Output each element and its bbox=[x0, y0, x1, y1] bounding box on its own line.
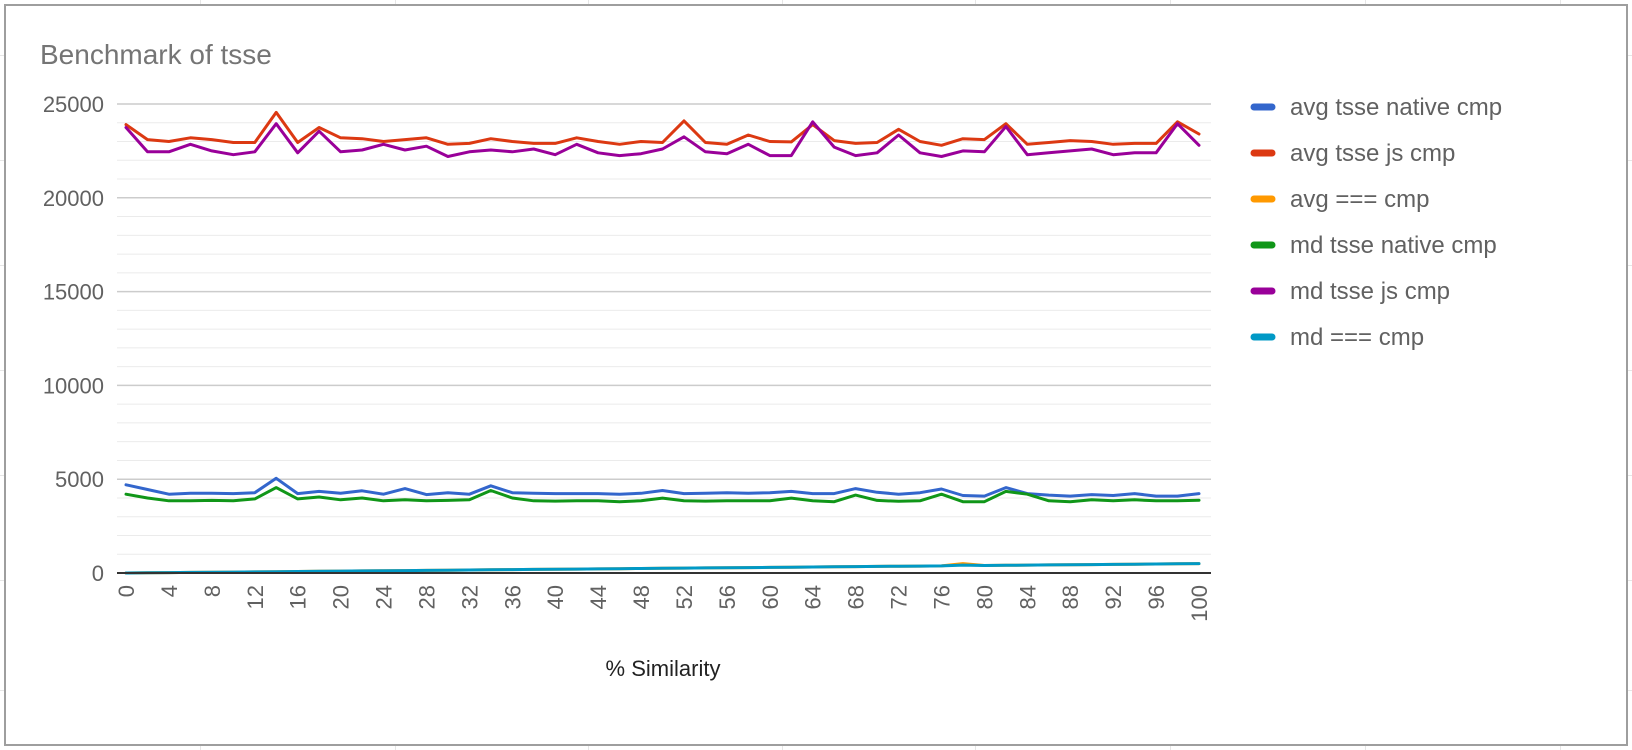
x-tick-label: 16 bbox=[286, 585, 311, 609]
x-tick-label: 100 bbox=[1187, 585, 1212, 622]
x-tick-label: 80 bbox=[972, 585, 997, 609]
x-tick-label: 44 bbox=[586, 585, 611, 609]
legend-label[interactable]: md === cmp bbox=[1290, 324, 1424, 351]
y-tick-label: 25000 bbox=[43, 92, 104, 117]
y-tick-label: 10000 bbox=[43, 373, 104, 398]
x-tick-label: 68 bbox=[844, 585, 869, 609]
series-line-md-cmp[interactable] bbox=[124, 562, 1201, 575]
x-tick-label: 4 bbox=[157, 585, 182, 597]
y-tick-label: 15000 bbox=[43, 280, 104, 305]
legend-label[interactable]: avg tsse native cmp bbox=[1290, 94, 1502, 121]
x-tick-label: 8 bbox=[200, 585, 225, 597]
x-tick-label: 96 bbox=[1144, 585, 1169, 609]
legend-label[interactable]: avg tsse js cmp bbox=[1290, 140, 1455, 167]
x-tick-label: 48 bbox=[629, 585, 654, 609]
x-tick-label: 0 bbox=[114, 585, 139, 597]
x-tick-label: 88 bbox=[1058, 585, 1083, 609]
x-tick-label: 92 bbox=[1101, 585, 1126, 609]
series-line-avg-tsse-js-cmp[interactable] bbox=[124, 110, 1201, 147]
legend-label[interactable]: md tsse js cmp bbox=[1290, 278, 1450, 305]
x-tick-label: 64 bbox=[801, 585, 826, 609]
legend-label[interactable]: avg === cmp bbox=[1290, 186, 1429, 213]
x-tick-label: 84 bbox=[1015, 585, 1040, 609]
legend-label[interactable]: md tsse native cmp bbox=[1290, 232, 1497, 259]
x-tick-label: 24 bbox=[372, 585, 397, 609]
series-line-md-tsse-js-cmp[interactable] bbox=[124, 120, 1201, 158]
x-tick-label: 56 bbox=[715, 585, 740, 609]
series-lines bbox=[124, 110, 1201, 575]
x-tick-label: 40 bbox=[543, 585, 568, 609]
x-tick-label: 20 bbox=[329, 585, 354, 609]
gridlines bbox=[117, 103, 1211, 555]
y-tick-label: 20000 bbox=[43, 186, 104, 211]
x-tick-label: 76 bbox=[929, 585, 954, 609]
series-line-md-tsse-native-cmp[interactable] bbox=[124, 486, 1201, 504]
x-tick-label: 32 bbox=[457, 585, 482, 609]
x-tick-label: 12 bbox=[243, 585, 268, 609]
x-tick-label: 36 bbox=[500, 585, 525, 609]
legend: avg tsse native cmp avg tsse js cmp avg ==… bbox=[1250, 94, 1502, 351]
y-tick-label: 5000 bbox=[55, 467, 104, 492]
x-tick-label: 72 bbox=[887, 585, 912, 609]
x-tick-label: 52 bbox=[672, 585, 697, 609]
x-tick-label: 28 bbox=[414, 585, 439, 609]
x-tick-label: 60 bbox=[758, 585, 783, 609]
y-tick-label: 0 bbox=[92, 561, 104, 586]
x-axis-title: % Similarity bbox=[606, 656, 721, 681]
series-line-avg-tsse-native-cmp[interactable] bbox=[124, 476, 1201, 498]
chart-title: Benchmark of tsse bbox=[40, 39, 272, 70]
